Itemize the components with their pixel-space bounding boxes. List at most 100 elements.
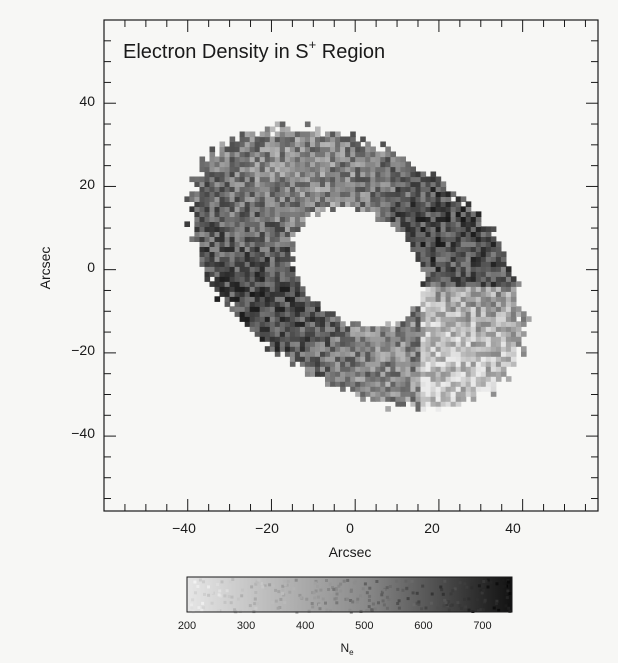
density-cell — [490, 356, 497, 362]
density-cell — [219, 186, 226, 192]
density-cell — [304, 196, 311, 202]
density-cell — [259, 151, 266, 158]
density-cell — [370, 191, 376, 197]
colorbar-speckle — [373, 607, 377, 611]
density-cell — [340, 386, 346, 392]
density-cell — [465, 356, 472, 362]
density-cell — [375, 371, 381, 377]
density-cell — [214, 181, 221, 187]
density-cell — [460, 281, 467, 287]
density-cell — [209, 146, 216, 153]
density-cell — [460, 391, 467, 397]
density-cell — [219, 211, 226, 217]
density-cell — [355, 341, 361, 347]
density-cell — [355, 201, 361, 207]
density-cell — [284, 191, 291, 197]
density-cell — [510, 276, 517, 282]
density-cell — [475, 346, 482, 352]
density-cell — [204, 246, 211, 252]
colorbar-speckle — [439, 601, 443, 605]
density-cell — [500, 326, 507, 332]
density-cell — [420, 291, 427, 297]
density-cell — [315, 161, 321, 168]
colorbar-speckle — [445, 602, 449, 606]
density-cell — [259, 261, 266, 267]
density-cell — [370, 371, 376, 377]
density-cell — [264, 226, 271, 232]
density-cell — [465, 211, 472, 217]
density-cell — [264, 296, 271, 302]
density-cell — [380, 181, 386, 187]
density-cell — [355, 331, 361, 337]
density-cell — [470, 231, 477, 237]
density-cell — [284, 211, 291, 217]
density-cell — [304, 206, 311, 212]
density-cell — [284, 326, 291, 332]
density-cell — [304, 161, 311, 168]
density-cell — [214, 296, 221, 302]
density-cell — [244, 156, 251, 163]
density-cell — [204, 201, 211, 207]
density-cell — [430, 256, 437, 262]
colorbar-speckle — [443, 598, 447, 602]
density-cell — [244, 131, 251, 138]
density-cell — [274, 131, 281, 138]
colorbar-speckle — [406, 597, 410, 601]
density-cell — [465, 371, 472, 377]
density-cell — [294, 156, 301, 163]
density-cell — [330, 181, 336, 187]
density-cell — [259, 271, 266, 277]
density-cell — [440, 276, 447, 282]
density-cell — [360, 161, 366, 168]
density-cell — [214, 196, 221, 202]
density-cell — [395, 201, 401, 207]
density-cell — [299, 201, 306, 207]
colorbar-speckle — [299, 595, 303, 599]
density-cell — [430, 221, 437, 227]
colorbar-speckle — [298, 593, 302, 597]
density-cell — [385, 396, 391, 402]
density-cell — [274, 156, 281, 163]
colorbar-speckle — [254, 606, 258, 610]
density-cell — [244, 141, 251, 148]
density-cell — [199, 161, 206, 168]
colorbar-speckle — [294, 578, 298, 582]
density-cell — [455, 396, 462, 402]
density-cell — [450, 386, 457, 392]
density-cell — [315, 191, 321, 197]
density-cell — [430, 266, 437, 272]
density-cell — [420, 246, 427, 252]
density-cell — [430, 276, 437, 282]
density-cell — [264, 251, 271, 257]
density-cell — [264, 181, 271, 187]
density-cell — [415, 396, 422, 402]
density-cell — [405, 191, 411, 197]
density-cell — [455, 196, 462, 202]
density-cell — [515, 311, 522, 317]
density-cell — [455, 236, 462, 242]
density-cell — [234, 161, 241, 168]
density-cell — [279, 166, 286, 173]
density-cell — [485, 296, 492, 302]
density-cell — [335, 186, 341, 192]
density-cell — [259, 256, 266, 262]
density-cell — [475, 271, 482, 277]
density-cell — [320, 366, 326, 372]
density-cell — [310, 156, 316, 163]
density-cell — [510, 296, 517, 302]
density-cell — [315, 336, 321, 342]
density-cell — [400, 326, 406, 332]
density-cell — [395, 376, 401, 382]
density-cell — [485, 286, 492, 292]
density-cell — [460, 196, 467, 202]
density-cell — [229, 296, 236, 302]
colorbar-speckle — [396, 587, 400, 591]
density-cell — [355, 361, 361, 367]
density-cell — [420, 281, 427, 287]
density-cell — [370, 346, 376, 352]
density-cell — [380, 346, 386, 352]
density-cell — [365, 371, 371, 377]
density-cell — [234, 281, 241, 287]
y-tick-label: 20 — [79, 176, 95, 192]
density-cell — [335, 131, 341, 138]
